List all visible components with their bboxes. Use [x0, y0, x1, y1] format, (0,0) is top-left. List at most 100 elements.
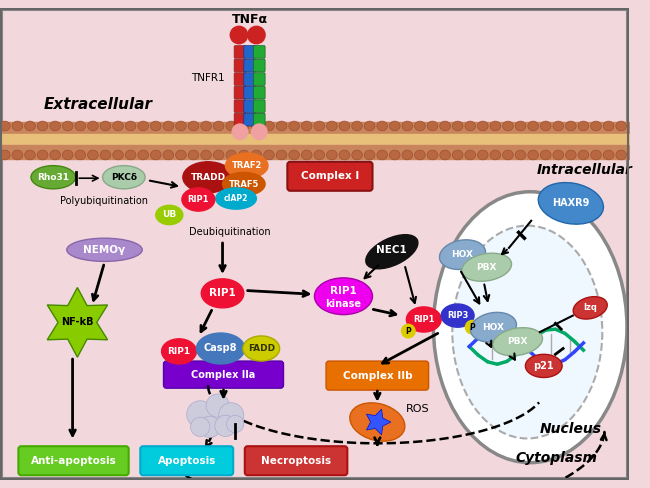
FancyBboxPatch shape: [140, 446, 233, 475]
Ellipse shape: [591, 150, 601, 160]
Ellipse shape: [427, 150, 438, 160]
Ellipse shape: [206, 394, 229, 417]
Ellipse shape: [364, 150, 375, 160]
Ellipse shape: [226, 150, 237, 160]
Ellipse shape: [188, 150, 199, 160]
Ellipse shape: [201, 150, 211, 160]
Ellipse shape: [402, 150, 413, 160]
FancyBboxPatch shape: [254, 86, 265, 99]
Ellipse shape: [176, 121, 187, 131]
Ellipse shape: [566, 121, 576, 131]
Text: TNFR1: TNFR1: [191, 73, 225, 82]
Text: RIP1: RIP1: [168, 347, 190, 356]
Text: Intracellular: Intracellular: [537, 163, 633, 178]
Ellipse shape: [12, 150, 23, 160]
Ellipse shape: [440, 121, 450, 131]
Ellipse shape: [364, 121, 375, 131]
Text: Complex IIb: Complex IIb: [343, 370, 412, 381]
Ellipse shape: [232, 124, 248, 140]
FancyBboxPatch shape: [244, 86, 255, 99]
Ellipse shape: [339, 121, 350, 131]
Ellipse shape: [125, 150, 136, 160]
Ellipse shape: [226, 153, 268, 178]
Ellipse shape: [176, 150, 187, 160]
Text: Deubiquitination: Deubiquitination: [189, 227, 271, 237]
Ellipse shape: [302, 121, 312, 131]
Text: TRADD: TRADD: [190, 173, 226, 182]
Ellipse shape: [439, 240, 486, 269]
Ellipse shape: [441, 304, 474, 327]
FancyBboxPatch shape: [254, 46, 265, 58]
Ellipse shape: [314, 121, 324, 131]
Ellipse shape: [553, 121, 564, 131]
Ellipse shape: [37, 150, 48, 160]
Ellipse shape: [440, 150, 450, 160]
Text: TNFα: TNFα: [231, 13, 268, 26]
Ellipse shape: [183, 162, 233, 193]
Text: Polyubiquitination: Polyubiquitination: [60, 197, 148, 206]
Ellipse shape: [289, 150, 300, 160]
Ellipse shape: [188, 121, 199, 131]
Ellipse shape: [616, 150, 627, 160]
Text: NEC1: NEC1: [376, 245, 406, 255]
Ellipse shape: [315, 278, 372, 315]
Text: FADD: FADD: [248, 344, 275, 353]
Ellipse shape: [213, 121, 224, 131]
Ellipse shape: [434, 192, 627, 463]
Text: kinase: kinase: [326, 299, 361, 309]
Ellipse shape: [264, 121, 274, 131]
Ellipse shape: [0, 121, 10, 131]
Text: RIP3: RIP3: [447, 311, 469, 320]
Ellipse shape: [528, 121, 538, 131]
Ellipse shape: [243, 336, 280, 361]
Text: Nucleus: Nucleus: [540, 422, 602, 436]
Ellipse shape: [25, 121, 35, 131]
FancyBboxPatch shape: [244, 73, 255, 85]
Text: NF-kB: NF-kB: [61, 317, 94, 327]
Ellipse shape: [200, 416, 220, 438]
Text: ROS: ROS: [406, 405, 430, 414]
FancyBboxPatch shape: [254, 113, 265, 126]
Ellipse shape: [190, 417, 210, 437]
Ellipse shape: [366, 235, 418, 269]
Ellipse shape: [427, 121, 438, 131]
Ellipse shape: [389, 150, 400, 160]
Ellipse shape: [553, 150, 564, 160]
Ellipse shape: [591, 121, 601, 131]
Ellipse shape: [239, 150, 249, 160]
Ellipse shape: [226, 121, 237, 131]
Ellipse shape: [196, 333, 245, 364]
Ellipse shape: [406, 307, 441, 332]
Ellipse shape: [528, 150, 538, 160]
Ellipse shape: [377, 150, 387, 160]
Ellipse shape: [62, 121, 73, 131]
FancyBboxPatch shape: [254, 73, 265, 85]
Ellipse shape: [156, 205, 183, 224]
Ellipse shape: [352, 150, 362, 160]
Ellipse shape: [502, 121, 514, 131]
Ellipse shape: [187, 401, 214, 428]
Ellipse shape: [493, 327, 543, 356]
Ellipse shape: [402, 325, 415, 338]
Ellipse shape: [525, 354, 562, 378]
Ellipse shape: [478, 121, 488, 131]
Text: RIP1: RIP1: [188, 195, 209, 204]
Text: RIP1: RIP1: [330, 286, 357, 296]
Text: Complex IIa: Complex IIa: [191, 369, 255, 380]
Ellipse shape: [25, 150, 35, 160]
Text: RIP1: RIP1: [413, 315, 435, 324]
FancyBboxPatch shape: [244, 100, 255, 112]
Ellipse shape: [50, 150, 60, 160]
Ellipse shape: [112, 150, 124, 160]
Ellipse shape: [214, 415, 236, 437]
FancyBboxPatch shape: [234, 86, 246, 99]
Text: P: P: [406, 326, 411, 336]
Text: cIAP2: cIAP2: [224, 194, 248, 203]
Ellipse shape: [37, 121, 48, 131]
Text: TRAF2: TRAF2: [231, 161, 262, 170]
Ellipse shape: [163, 121, 174, 131]
Ellipse shape: [239, 121, 249, 131]
Ellipse shape: [465, 121, 476, 131]
Text: PBX: PBX: [508, 337, 528, 346]
Ellipse shape: [162, 339, 196, 364]
